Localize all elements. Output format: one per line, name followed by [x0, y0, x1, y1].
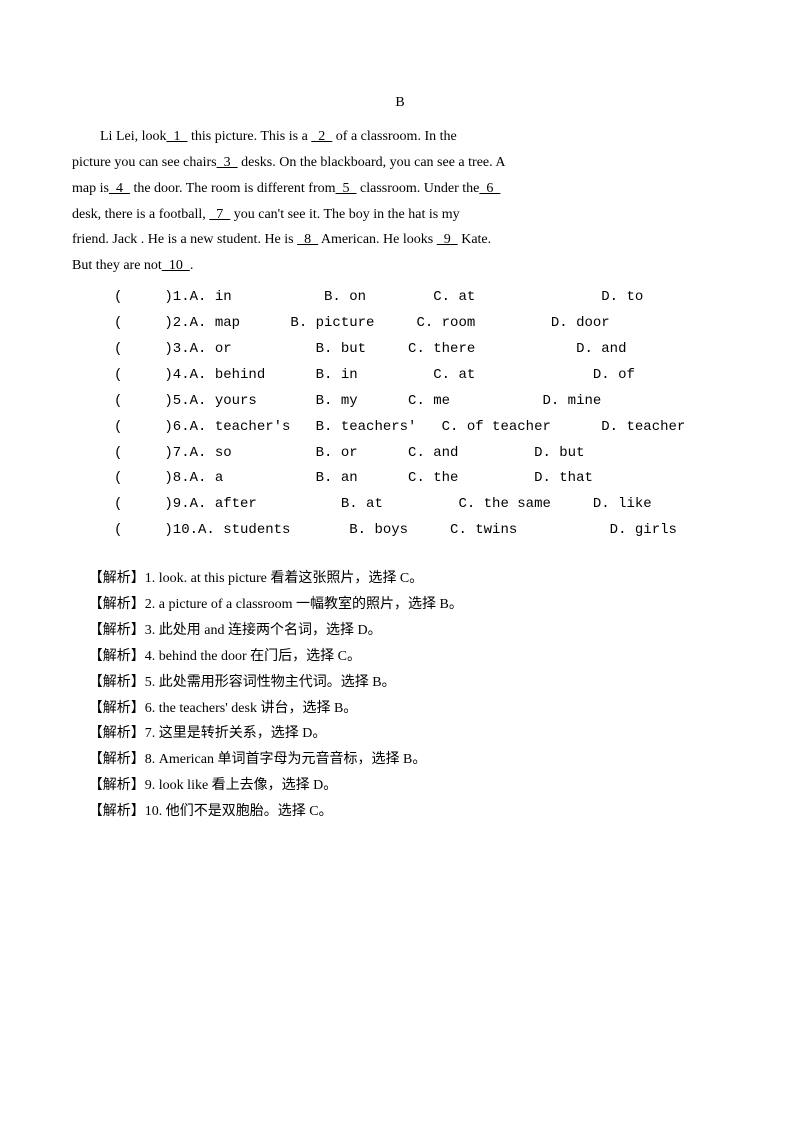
passage-line-6: But they are not 10 .	[72, 253, 728, 279]
explanation-1: 【解析】1. look. at this picture 看着这张照片，选择 C…	[89, 566, 728, 592]
explanation-3: 【解析】3. 此处用 and 连接两个名词，选择 D。	[89, 618, 728, 644]
blank-9: 9	[437, 232, 458, 247]
text: this picture. This is a	[188, 129, 312, 144]
text: .	[190, 258, 194, 273]
explanation-8: 【解析】8. American 单词首字母为元音音标，选择 B。	[89, 747, 728, 773]
question-9: ( )9.A. after B. at C. the same D. like	[114, 492, 728, 518]
blank-5: 5	[336, 181, 357, 196]
blank-3: 3	[217, 155, 238, 170]
question-6: ( )6.A. teacher's B. teachers' C. of tea…	[114, 415, 728, 441]
text: the door. The room is different from	[130, 181, 336, 196]
blank-10: 10	[162, 258, 190, 273]
text: But they are not	[72, 258, 162, 273]
section-title: B	[72, 90, 728, 116]
text: classroom. Under the	[357, 181, 480, 196]
blank-7: 7	[209, 207, 230, 222]
explanation-10: 【解析】10. 他们不是双胞胎。选择 C。	[89, 799, 728, 825]
passage-line-4: desk, there is a football, 7 you can't s…	[72, 202, 728, 228]
explanation-9: 【解析】9. look like 看上去像，选择 D。	[89, 773, 728, 799]
explanation-7: 【解析】7. 这里是转折关系，选择 D。	[89, 721, 728, 747]
text: Kate.	[458, 232, 491, 247]
text: desks. On the blackboard, you can see a …	[238, 155, 506, 170]
passage-line-2: picture you can see chairs 3 desks. On t…	[72, 150, 728, 176]
text: map is	[72, 181, 109, 196]
question-1: ( )1.A. in B. on C. at D. to	[114, 285, 728, 311]
text: of a classroom. In the	[332, 129, 456, 144]
explanations-block: 【解析】1. look. at this picture 看着这张照片，选择 C…	[89, 566, 728, 825]
questions-block: ( )1.A. in B. on C. at D. to ( )2.A. map…	[114, 285, 728, 544]
blank-1: 1	[167, 129, 188, 144]
text: picture you can see chairs	[72, 155, 217, 170]
text: friend. Jack . He is a new student. He i…	[72, 232, 297, 247]
question-3: ( )3.A. or B. but C. there D. and	[114, 337, 728, 363]
text: American. He looks	[318, 232, 437, 247]
blank-8: 8	[297, 232, 318, 247]
question-2: ( )2.A. map B. picture C. room D. door	[114, 311, 728, 337]
blank-2: 2	[311, 129, 332, 144]
question-8: ( )8.A. a B. an C. the D. that	[114, 466, 728, 492]
blank-6: 6	[479, 181, 500, 196]
passage-line-5: friend. Jack . He is a new student. He i…	[72, 227, 728, 253]
text: Li Lei, look	[100, 129, 167, 144]
question-7: ( )7.A. so B. or C. and D. but	[114, 441, 728, 467]
text: you can't see it. The boy in the hat is …	[230, 207, 459, 222]
explanation-5: 【解析】5. 此处需用形容词性物主代词。选择 B。	[89, 670, 728, 696]
explanation-6: 【解析】6. the teachers' desk 讲台，选择 B。	[89, 696, 728, 722]
question-4: ( )4.A. behind B. in C. at D. of	[114, 363, 728, 389]
passage-line-3: map is 4 the door. The room is different…	[72, 176, 728, 202]
blank-4: 4	[109, 181, 130, 196]
explanation-2: 【解析】2. a picture of a classroom 一幅教室的照片，…	[89, 592, 728, 618]
text: desk, there is a football,	[72, 207, 209, 222]
question-5: ( )5.A. yours B. my C. me D. mine	[114, 389, 728, 415]
question-10: ( )10.A. students B. boys C. twins D. gi…	[114, 518, 728, 544]
passage-line-1: Li Lei, look 1 this picture. This is a 2…	[72, 124, 728, 150]
explanation-4: 【解析】4. behind the door 在门后，选择 C。	[89, 644, 728, 670]
